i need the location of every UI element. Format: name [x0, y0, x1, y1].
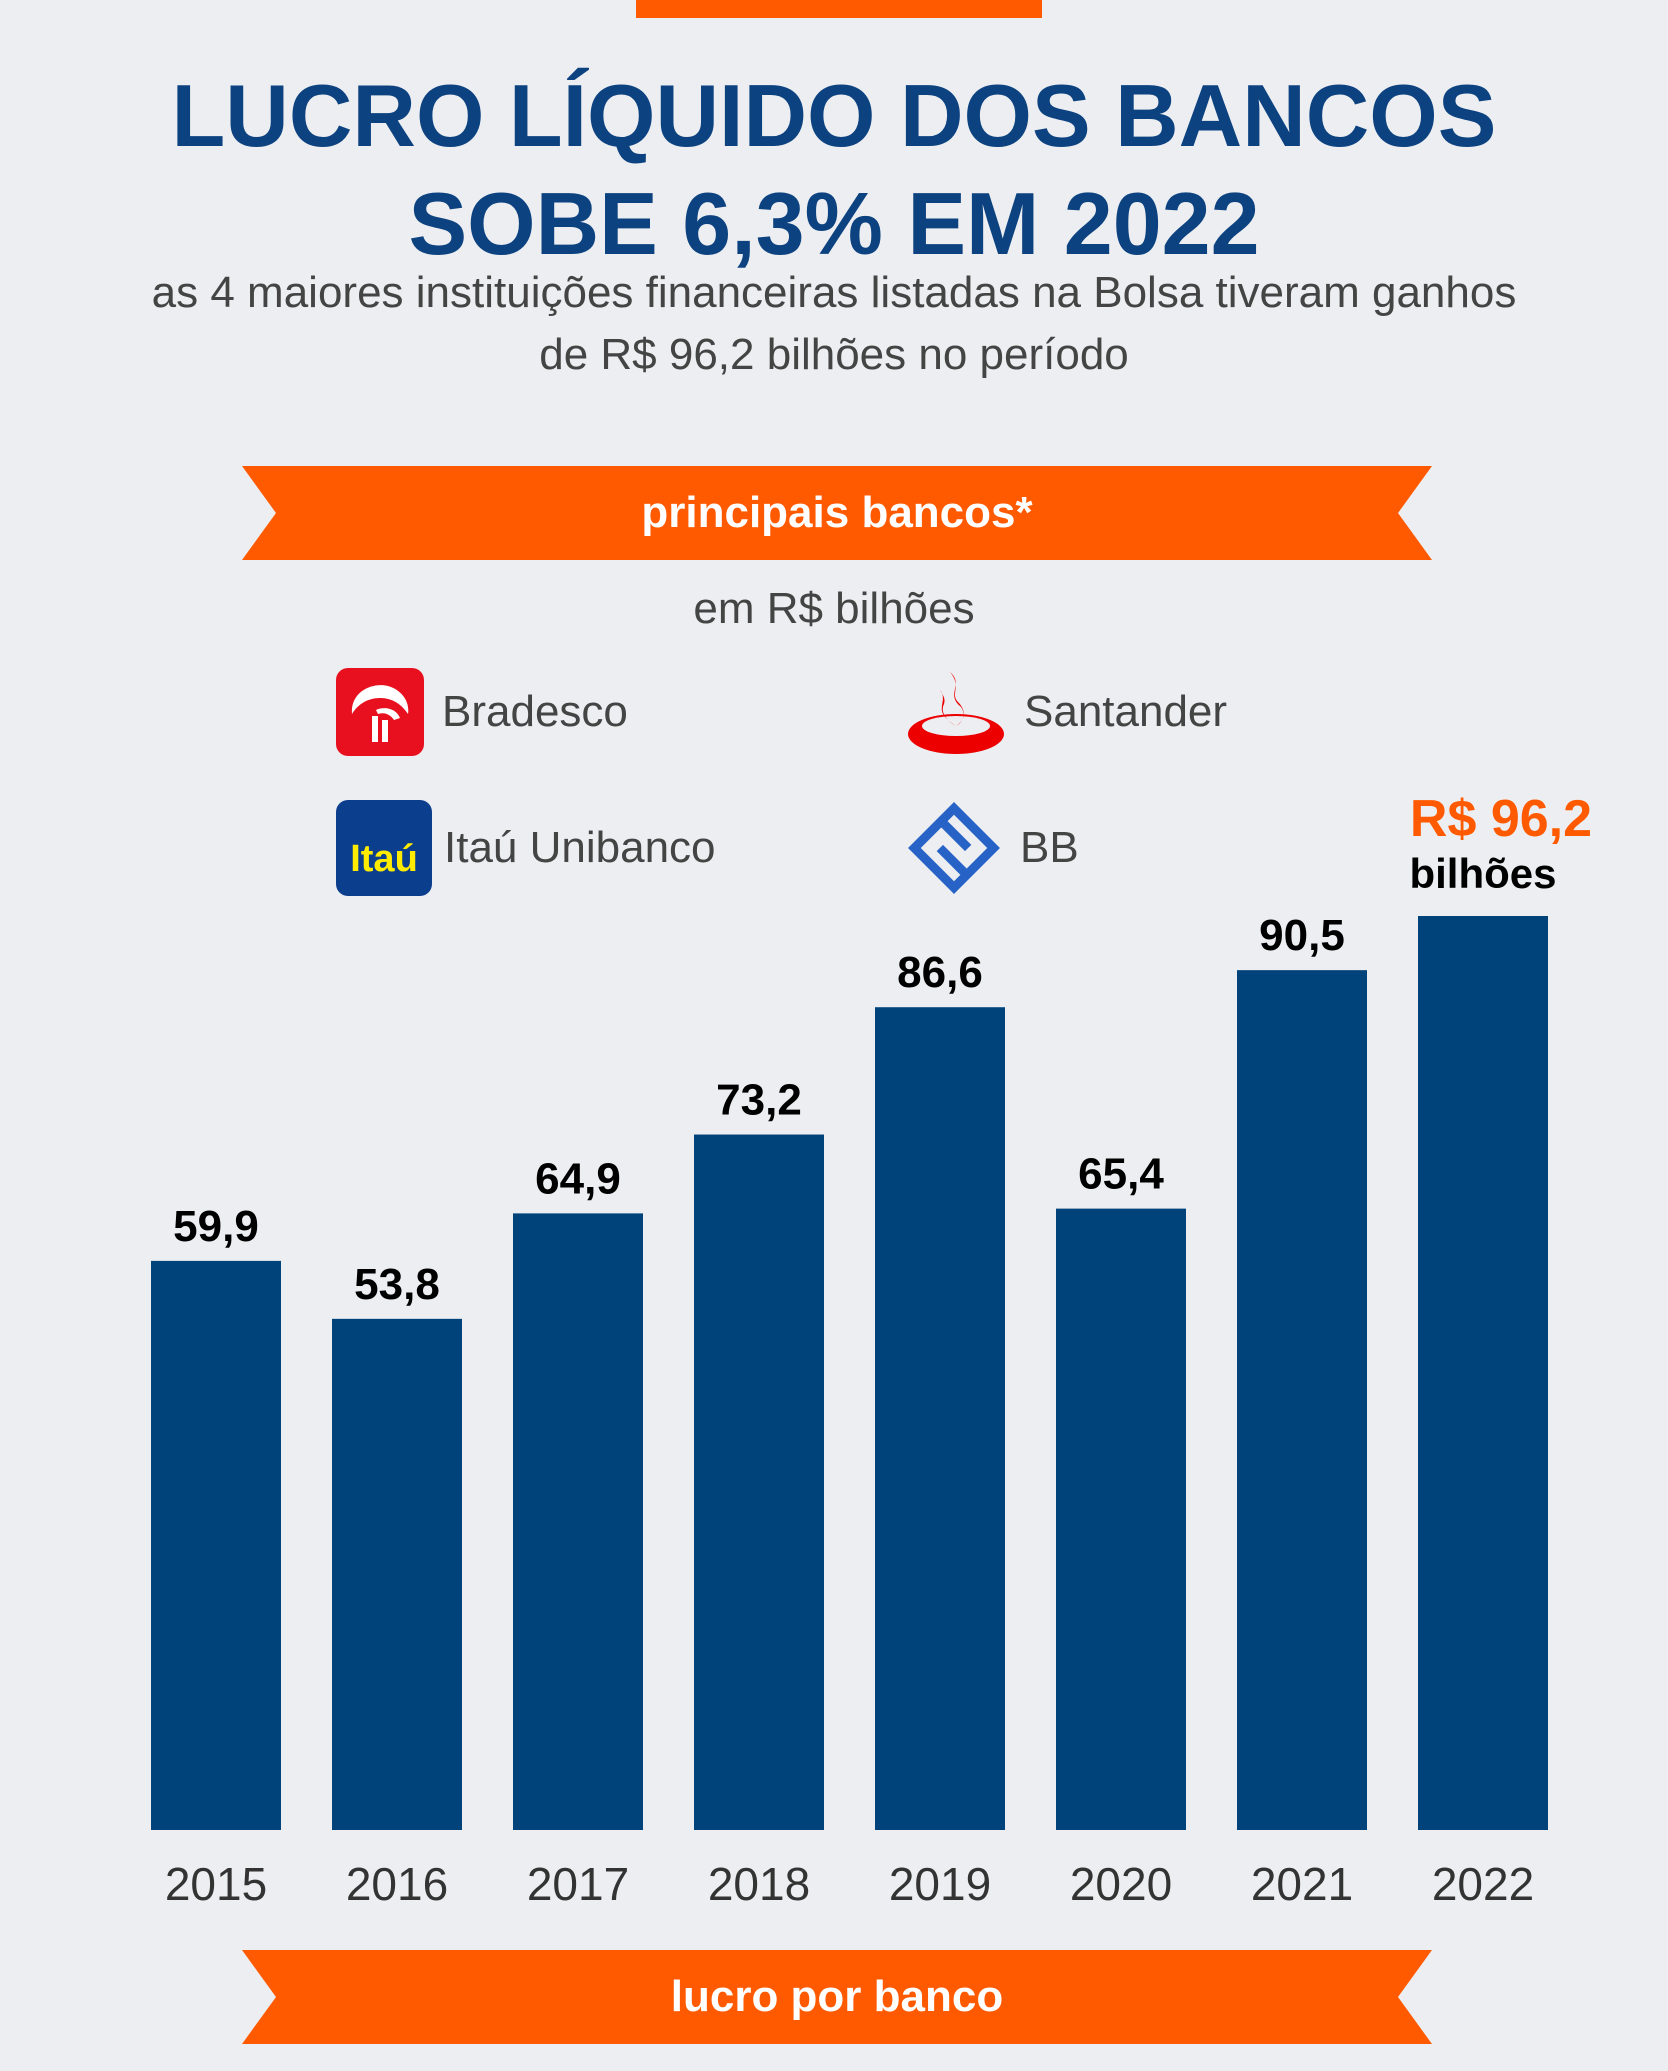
bar-2015	[151, 1260, 281, 1830]
bar-2016	[332, 1318, 462, 1830]
x-tick-2017: 2017	[527, 1858, 629, 1910]
legend-santander-label: Santander	[1024, 687, 1228, 736]
x-tick-2020: 2020	[1070, 1858, 1172, 1910]
legend-bradesco: Bradesco	[336, 668, 628, 756]
top-accent-bar	[636, 0, 1042, 18]
bar-2018	[694, 1134, 824, 1830]
ribbon-bottom: lucro por banco	[242, 1950, 1432, 2044]
title-line-2: SOBE 6,3% EM 2022	[408, 174, 1260, 273]
value-label-2021: 90,5	[1259, 911, 1345, 960]
x-tick-2015: 2015	[165, 1858, 267, 1910]
legend-itau-label: Itaú Unibanco	[444, 823, 716, 872]
bar-2022	[1418, 916, 1548, 1830]
bradesco-logo-icon	[336, 668, 424, 756]
legend-itau: Itaú Itaú Unibanco	[336, 800, 716, 896]
bar-chart: 59,9 2015 53,8 2016 64,9 2017 73,2 2018 86,6 2019…	[151, 790, 1592, 1910]
santander-flame-icon	[908, 672, 1004, 754]
value-label-2019: 86,6	[897, 948, 983, 997]
legend-bradesco-label: Bradesco	[442, 687, 628, 736]
ribbon-bottom-shape	[242, 1950, 1432, 2044]
bar-2019	[875, 1007, 1005, 1830]
highlight-value-label: R$ 96,2	[1410, 790, 1592, 848]
subtitle-line-1: as 4 maiores instituições financeiras li…	[151, 268, 1517, 317]
title-line-1: LUCRO LÍQUIDO DOS BANCOS	[171, 66, 1497, 165]
bb-logo-icon	[908, 802, 1000, 894]
bar-2020	[1056, 1208, 1186, 1830]
value-label-2017: 64,9	[535, 1154, 621, 1203]
value-label-2015: 59,9	[173, 1202, 259, 1251]
ribbon-top: principais bancos*	[242, 466, 1432, 560]
x-tick-2022: 2022	[1432, 1858, 1534, 1910]
ribbon-top-label: principais bancos*	[641, 488, 1033, 537]
bar-2021	[1237, 970, 1367, 1830]
value-label-2016: 53,8	[354, 1260, 440, 1309]
itau-logo-icon: Itaú	[336, 800, 432, 896]
legend-santander: Santander	[906, 668, 1227, 756]
subtitle-line-2: de R$ 96,2 bilhões no período	[539, 330, 1129, 379]
subtitle: as 4 maiores instituições financeiras li…	[40, 262, 1628, 386]
ribbon-bottom-label: lucro por banco	[670, 1972, 1004, 2021]
ribbon-top-shape	[242, 466, 1432, 560]
legend-bb: BB	[906, 800, 1079, 896]
page-title: LUCRO LÍQUIDO DOS BANCOS SOBE 6,3% EM 20…	[0, 62, 1668, 278]
x-tick-2018: 2018	[708, 1858, 810, 1910]
legend-bb-label: BB	[1020, 823, 1079, 872]
value-label-2018: 73,2	[716, 1076, 802, 1125]
itau-logo-text: Itaú	[350, 837, 418, 880]
x-tick-2021: 2021	[1251, 1858, 1353, 1910]
x-tick-2016: 2016	[346, 1858, 448, 1910]
x-tick-2019: 2019	[889, 1858, 991, 1910]
value-label-2020: 65,4	[1078, 1150, 1164, 1199]
unit-label: em R$ bilhões	[693, 584, 975, 633]
bar-2017	[513, 1213, 643, 1830]
highlight-unit-label: bilhões	[1409, 850, 1556, 897]
